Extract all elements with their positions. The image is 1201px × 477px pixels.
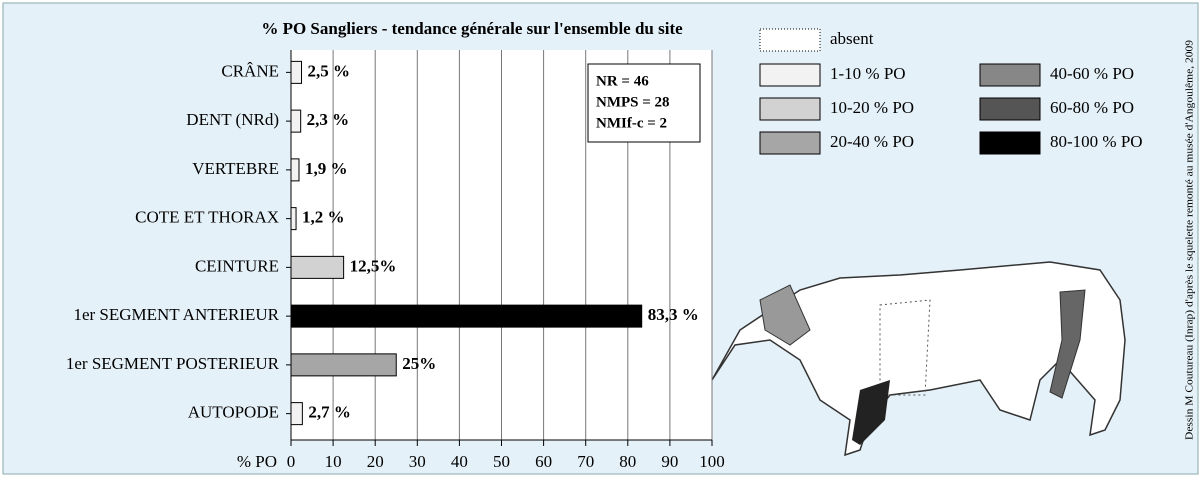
legend-swatch — [979, 97, 1041, 121]
bar — [290, 304, 643, 328]
x-tick-label: 30 — [409, 452, 426, 471]
value-label: 2,5 % — [308, 61, 351, 80]
x-tick-label: 60 — [535, 452, 552, 471]
y-tick-label: CEINTURE — [195, 256, 279, 275]
value-label: 25% — [402, 354, 436, 373]
legend-swatch — [979, 131, 1041, 155]
value-label: 12,5% — [350, 256, 397, 275]
x-tick-label: 90 — [661, 452, 678, 471]
x-tick-label: 20 — [367, 452, 384, 471]
legend-swatch — [759, 97, 821, 121]
bar — [290, 402, 303, 426]
legend-label: 10-20 % PO — [830, 98, 914, 117]
legend-swatch — [979, 63, 1041, 87]
value-label: 2,7 % — [308, 403, 351, 422]
value-label: 1,9 % — [305, 159, 348, 178]
bar — [290, 207, 297, 231]
x-tick-label: 10 — [325, 452, 342, 471]
bar — [290, 353, 397, 377]
y-tick-label: 1er SEGMENT ANTERIEUR — [73, 305, 279, 324]
x-tick-label: 70 — [577, 452, 594, 471]
y-tick-label: 1er SEGMENT POSTERIEUR — [66, 354, 280, 373]
bar — [290, 255, 345, 279]
legend-label: 40-60 % PO — [1050, 64, 1134, 83]
x-tick-label: 0 — [287, 452, 296, 471]
legend-label: 80-100 % PO — [1050, 132, 1143, 151]
value-label: 1,2 % — [302, 208, 345, 227]
y-tick-label: AUTOPODE — [188, 403, 279, 422]
legend-label: 20-40 % PO — [830, 132, 914, 151]
bar — [290, 109, 302, 133]
y-tick-label: CRÂNE — [221, 61, 279, 80]
legend-swatch — [759, 131, 821, 155]
boar-drawing — [711, 261, 1126, 457]
legend-label: absent — [830, 29, 874, 48]
y-tick-label: COTE ET THORAX — [135, 208, 279, 227]
value-label: 83,3 % — [648, 305, 699, 324]
legend-label: 60-80 % PO — [1050, 98, 1134, 117]
annotation-box — [587, 63, 701, 143]
bar — [290, 158, 300, 182]
value-label: 2,3 % — [307, 110, 350, 129]
annotation: NMIf-c = 2 — [596, 115, 667, 131]
annotation: NMPS = 28 — [596, 94, 670, 110]
bar — [290, 60, 303, 84]
x-tick-label: 100 — [699, 452, 725, 471]
x-tick-label: 40 — [451, 452, 468, 471]
y-tick-label: DENT (NRd) — [186, 110, 279, 129]
legend-label: 1-10 % PO — [830, 64, 906, 83]
y-tick-label: VERTEBRE — [192, 159, 279, 178]
legend-swatch — [759, 28, 821, 52]
chart-title: % PO Sangliers - tendance générale sur l… — [261, 19, 683, 38]
x-axis-label: % PO — [237, 452, 277, 471]
annotation: NR = 46 — [596, 73, 649, 89]
x-tick-label: 50 — [493, 452, 510, 471]
x-tick-label: 80 — [619, 452, 636, 471]
legend-swatch — [759, 63, 821, 87]
credit: Dessin M Coutureau (Inrap) d'après le sq… — [1184, 39, 1196, 440]
